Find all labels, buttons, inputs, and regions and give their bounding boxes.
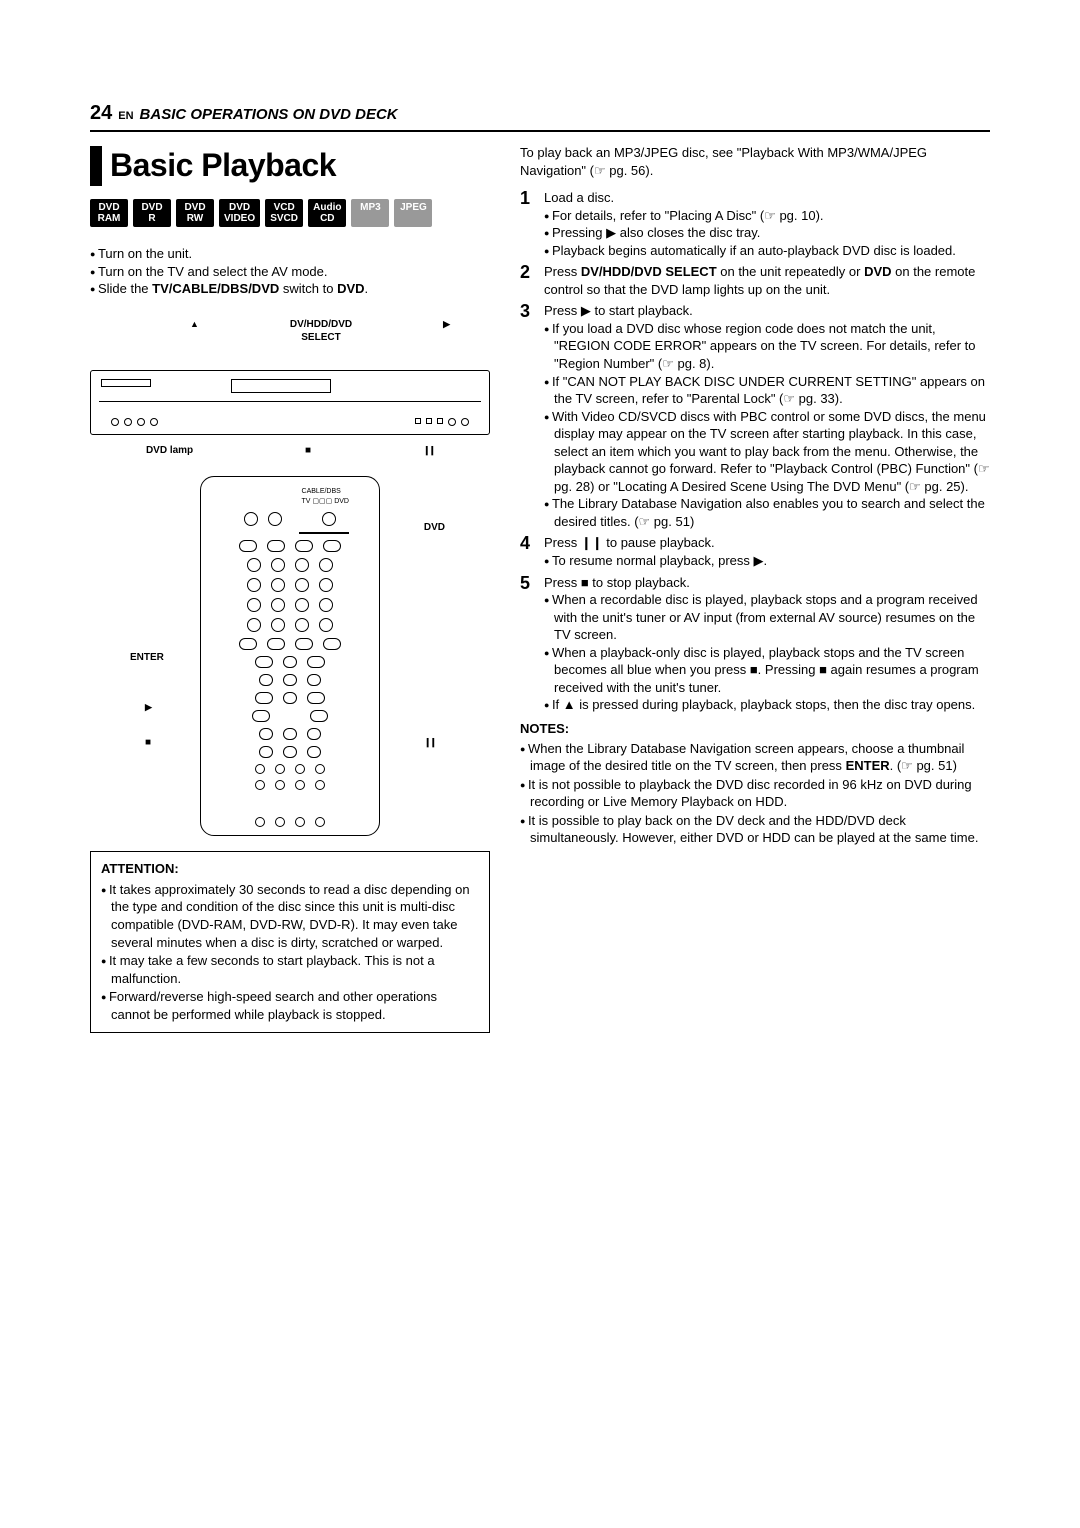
device-bottom-labels: DVD lamp	[90, 440, 490, 462]
title-bar-icon	[90, 146, 102, 186]
remote-diagram: CABLE/DBSTV ▢▢▢ DVD	[200, 476, 380, 836]
remote-dvd-label: DVD	[424, 521, 445, 535]
page-lang: EN	[118, 109, 133, 124]
format-badges: DVD RAMDVD RDVD RWDVD VIDEOVCD SVCDAudio…	[90, 199, 490, 227]
eject-icon	[190, 318, 199, 345]
step-body: Press ▶ to start playback.If you load a …	[544, 302, 990, 530]
step-number: 2	[520, 263, 536, 298]
format-badge: DVD RW	[176, 199, 214, 227]
step-sub-item: If ▲ is pressed during playback, playbac…	[544, 696, 990, 714]
section-name: BASIC OPERATIONS ON DVD DECK	[140, 105, 398, 125]
attention-item: It takes approximately 30 seconds to rea…	[101, 881, 479, 951]
pause-icon	[423, 444, 434, 458]
step-sub-item: If you load a DVD disc whose region code…	[544, 320, 990, 373]
step-number: 3	[520, 302, 536, 530]
format-badge: Audio CD	[308, 199, 346, 227]
step: 3Press ▶ to start playback.If you load a…	[520, 302, 990, 530]
intro-text: To play back an MP3/JPEG disc, see "Play…	[520, 144, 990, 179]
format-badge: MP3	[351, 199, 389, 227]
step-sub-item: With Video CD/SVCD discs with PBC contro…	[544, 408, 990, 496]
step-sub-item: For details, refer to "Placing A Disc" (…	[544, 207, 990, 225]
remote-diagram-wrap: CABLE/DBSTV ▢▢▢ DVD	[90, 476, 490, 836]
step-text: Press DV/HDD/DVD SELECT on the unit repe…	[544, 263, 990, 298]
select-label: DV/HDD/DVD SELECT	[290, 318, 352, 345]
notes-item: When the Library Database Navigation scr…	[520, 740, 990, 775]
remote-pause-icon	[424, 736, 435, 750]
format-badge: DVD VIDEO	[219, 199, 260, 227]
step-text: Press ▶ to start playback.	[544, 302, 990, 320]
right-column: To play back an MP3/JPEG disc, see "Play…	[520, 144, 990, 1033]
step-sub-item: If "CAN NOT PLAY BACK DISC UNDER CURRENT…	[544, 373, 990, 408]
step-body: Press ■ to stop playback.When a recordab…	[544, 574, 990, 714]
page-number: 24	[90, 100, 112, 127]
dvd-lamp-label: DVD lamp	[146, 444, 193, 458]
page-header: 24 EN BASIC OPERATIONS ON DVD DECK	[90, 100, 990, 132]
step-body: Load a disc.For details, refer to "Placi…	[544, 189, 990, 259]
step-sub-list: To resume normal playback, press ▶.	[544, 552, 990, 570]
attention-heading: ATTENTION:	[101, 860, 479, 878]
attention-item: It may take a few seconds to start playb…	[101, 952, 479, 987]
step-sub-list: When a recordable disc is played, playba…	[544, 591, 990, 714]
stop-icon	[305, 444, 311, 458]
step: 5Press ■ to stop playback.When a recorda…	[520, 574, 990, 714]
remote-play-icon	[145, 701, 152, 715]
prep-item: Turn on the TV and select the AV mode.	[90, 263, 490, 281]
step: 1Load a disc.For details, refer to "Plac…	[520, 189, 990, 259]
remote-enter-label: ENTER	[130, 651, 164, 665]
steps-container: 1Load a disc.For details, refer to "Plac…	[520, 189, 990, 714]
remote-stop-icon	[145, 736, 151, 750]
step-sub-list: For details, refer to "Placing A Disc" (…	[544, 207, 990, 260]
format-badge: DVD R	[133, 199, 171, 227]
step-sub-item: Playback begins automatically if an auto…	[544, 242, 990, 260]
title-row: Basic Playback	[90, 144, 490, 187]
step-sub-item: When a playback-only disc is played, pla…	[544, 644, 990, 697]
notes-item: It is not possible to playback the DVD d…	[520, 776, 990, 811]
step-number: 4	[520, 534, 536, 569]
step-body: Press ❙❙ to pause playback.To resume nor…	[544, 534, 990, 569]
step-text: Load a disc.	[544, 189, 990, 207]
content-columns: Basic Playback DVD RAMDVD RDVD RWDVD VID…	[90, 144, 990, 1033]
step-sub-item: The Library Database Navigation also ena…	[544, 495, 990, 530]
play-icon	[443, 318, 450, 345]
notes-heading: NOTES:	[520, 720, 990, 738]
step: 2Press DV/HDD/DVD SELECT on the unit rep…	[520, 263, 990, 298]
notes-item: It is possible to play back on the DV de…	[520, 812, 990, 847]
format-badge: VCD SVCD	[265, 199, 303, 227]
attention-list: It takes approximately 30 seconds to rea…	[101, 881, 479, 1023]
attention-box: ATTENTION: It takes approximately 30 sec…	[90, 851, 490, 1033]
step-text: Press ■ to stop playback.	[544, 574, 990, 592]
device-top-labels: DV/HDD/DVD SELECT	[90, 318, 490, 345]
step-text: Press ❙❙ to pause playback.	[544, 534, 990, 552]
format-badge: DVD RAM	[90, 199, 128, 227]
step-number: 1	[520, 189, 536, 259]
attention-item: Forward/reverse high-speed search and ot…	[101, 988, 479, 1023]
step: 4Press ❙❙ to pause playback.To resume no…	[520, 534, 990, 569]
step-sub-item: Pressing ▶ also closes the disc tray.	[544, 224, 990, 242]
step-body: Press DV/HDD/DVD SELECT on the unit repe…	[544, 263, 990, 298]
step-number: 5	[520, 574, 536, 714]
step-sub-item: When a recordable disc is played, playba…	[544, 591, 990, 644]
step-sub-list: If you load a DVD disc whose region code…	[544, 320, 990, 531]
prep-item: Slide the TV/CABLE/DBS/DVD switch to DVD…	[90, 280, 490, 298]
left-column: Basic Playback DVD RAMDVD RDVD RWDVD VID…	[90, 144, 490, 1033]
format-badge: JPEG	[394, 199, 432, 227]
preparation-list: Turn on the unit.Turn on the TV and sele…	[90, 245, 490, 298]
notes-list: When the Library Database Navigation scr…	[520, 740, 990, 847]
prep-item: Turn on the unit.	[90, 245, 490, 263]
device-front-diagram	[90, 370, 490, 435]
step-sub-item: To resume normal playback, press ▶.	[544, 552, 990, 570]
page-title: Basic Playback	[110, 144, 336, 187]
